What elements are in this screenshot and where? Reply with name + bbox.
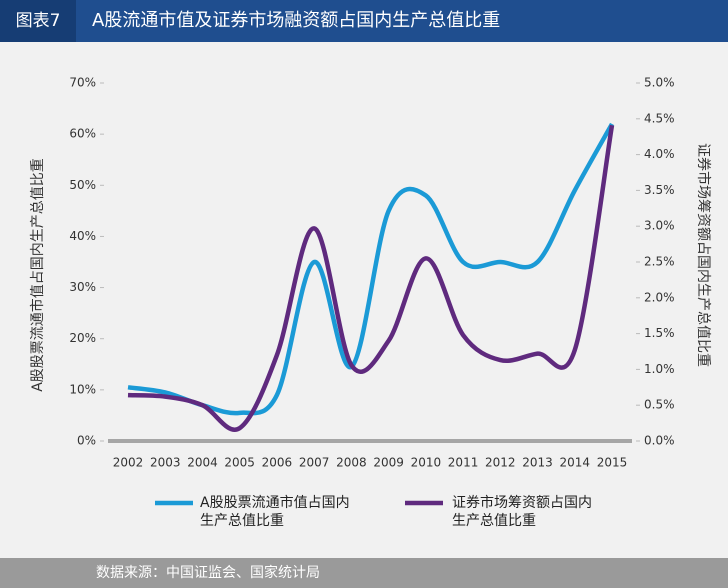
x-tick-label: 2004 bbox=[187, 456, 218, 470]
footer: 数据来源：中国证监会、国家统计局 bbox=[0, 558, 728, 588]
x-tick-label: 2002 bbox=[113, 456, 144, 470]
y-tick-label: 10% bbox=[69, 382, 96, 396]
x-tick-label: 2012 bbox=[485, 456, 516, 470]
y-tick-label: 50% bbox=[69, 178, 96, 192]
chart-title: A股流通市值及证券市场融资额占国内生产总值比重 bbox=[92, 10, 501, 31]
y2-tick-label: 0.0% bbox=[644, 434, 675, 448]
y2-tick-label: 2.0% bbox=[644, 290, 675, 304]
figure-label: 图表7 bbox=[0, 0, 76, 42]
y-tick-label: 20% bbox=[69, 331, 96, 345]
x-tick-label: 2011 bbox=[448, 456, 479, 470]
x-tick-label: 2003 bbox=[150, 456, 181, 470]
y2-tick-label: 5.0% bbox=[644, 76, 675, 90]
y2-tick-label: 3.5% bbox=[644, 183, 675, 197]
x-tick-label: 2010 bbox=[411, 456, 442, 470]
y2-tick-label: 4.0% bbox=[644, 147, 675, 161]
series-line bbox=[127, 122, 614, 416]
y-axis-label: A股股票流通市值占国内生产总值比重 bbox=[29, 158, 46, 392]
series-line bbox=[127, 124, 615, 432]
x-tick-label: 2009 bbox=[373, 456, 404, 470]
x-tick-label: 2014 bbox=[559, 456, 590, 470]
legend-label: 证券市场筹资额占国内生产总值比重 bbox=[452, 495, 592, 529]
source: 数据来源：中国证监会、国家统计局 bbox=[96, 565, 320, 581]
x-tick-label: 2013 bbox=[522, 456, 553, 470]
y2-tick-label: 3.0% bbox=[644, 219, 675, 233]
y2-tick-label: 1.5% bbox=[644, 326, 675, 340]
y2-tick-label: 0.5% bbox=[644, 398, 675, 412]
x-tick-label: 2006 bbox=[262, 456, 293, 470]
y2-tick-label: 4.5% bbox=[644, 111, 675, 125]
y2-tick-label: 1.0% bbox=[644, 362, 675, 376]
y2-tick-label: 2.5% bbox=[644, 255, 675, 269]
x-tick-label: 2005 bbox=[224, 456, 255, 470]
y-tick-label: 30% bbox=[69, 280, 96, 294]
y-tick-label: 70% bbox=[69, 76, 96, 90]
y-tick-label: 60% bbox=[69, 127, 96, 141]
x-tick-label: 2015 bbox=[597, 456, 628, 470]
y2-axis-label: 证券市场筹资额占国内生产总值比重 bbox=[695, 143, 712, 367]
legend-label: A股股票流通市值占国内生产总值比重 bbox=[200, 495, 350, 529]
x-tick-label: 2008 bbox=[336, 456, 367, 470]
y-tick-label: 40% bbox=[69, 229, 96, 243]
x-tick-label: 2007 bbox=[299, 456, 330, 470]
y-tick-label: 0% bbox=[77, 434, 96, 448]
chart: 0% 10% 20% 30% 40% 50% 60% 70% 0.0% 0.5% 1.0% 1.5% 2… bbox=[29, 76, 712, 506]
header: 图表7 A股流通市值及证券市场融资额占国内生产总值比重 bbox=[0, 0, 728, 42]
